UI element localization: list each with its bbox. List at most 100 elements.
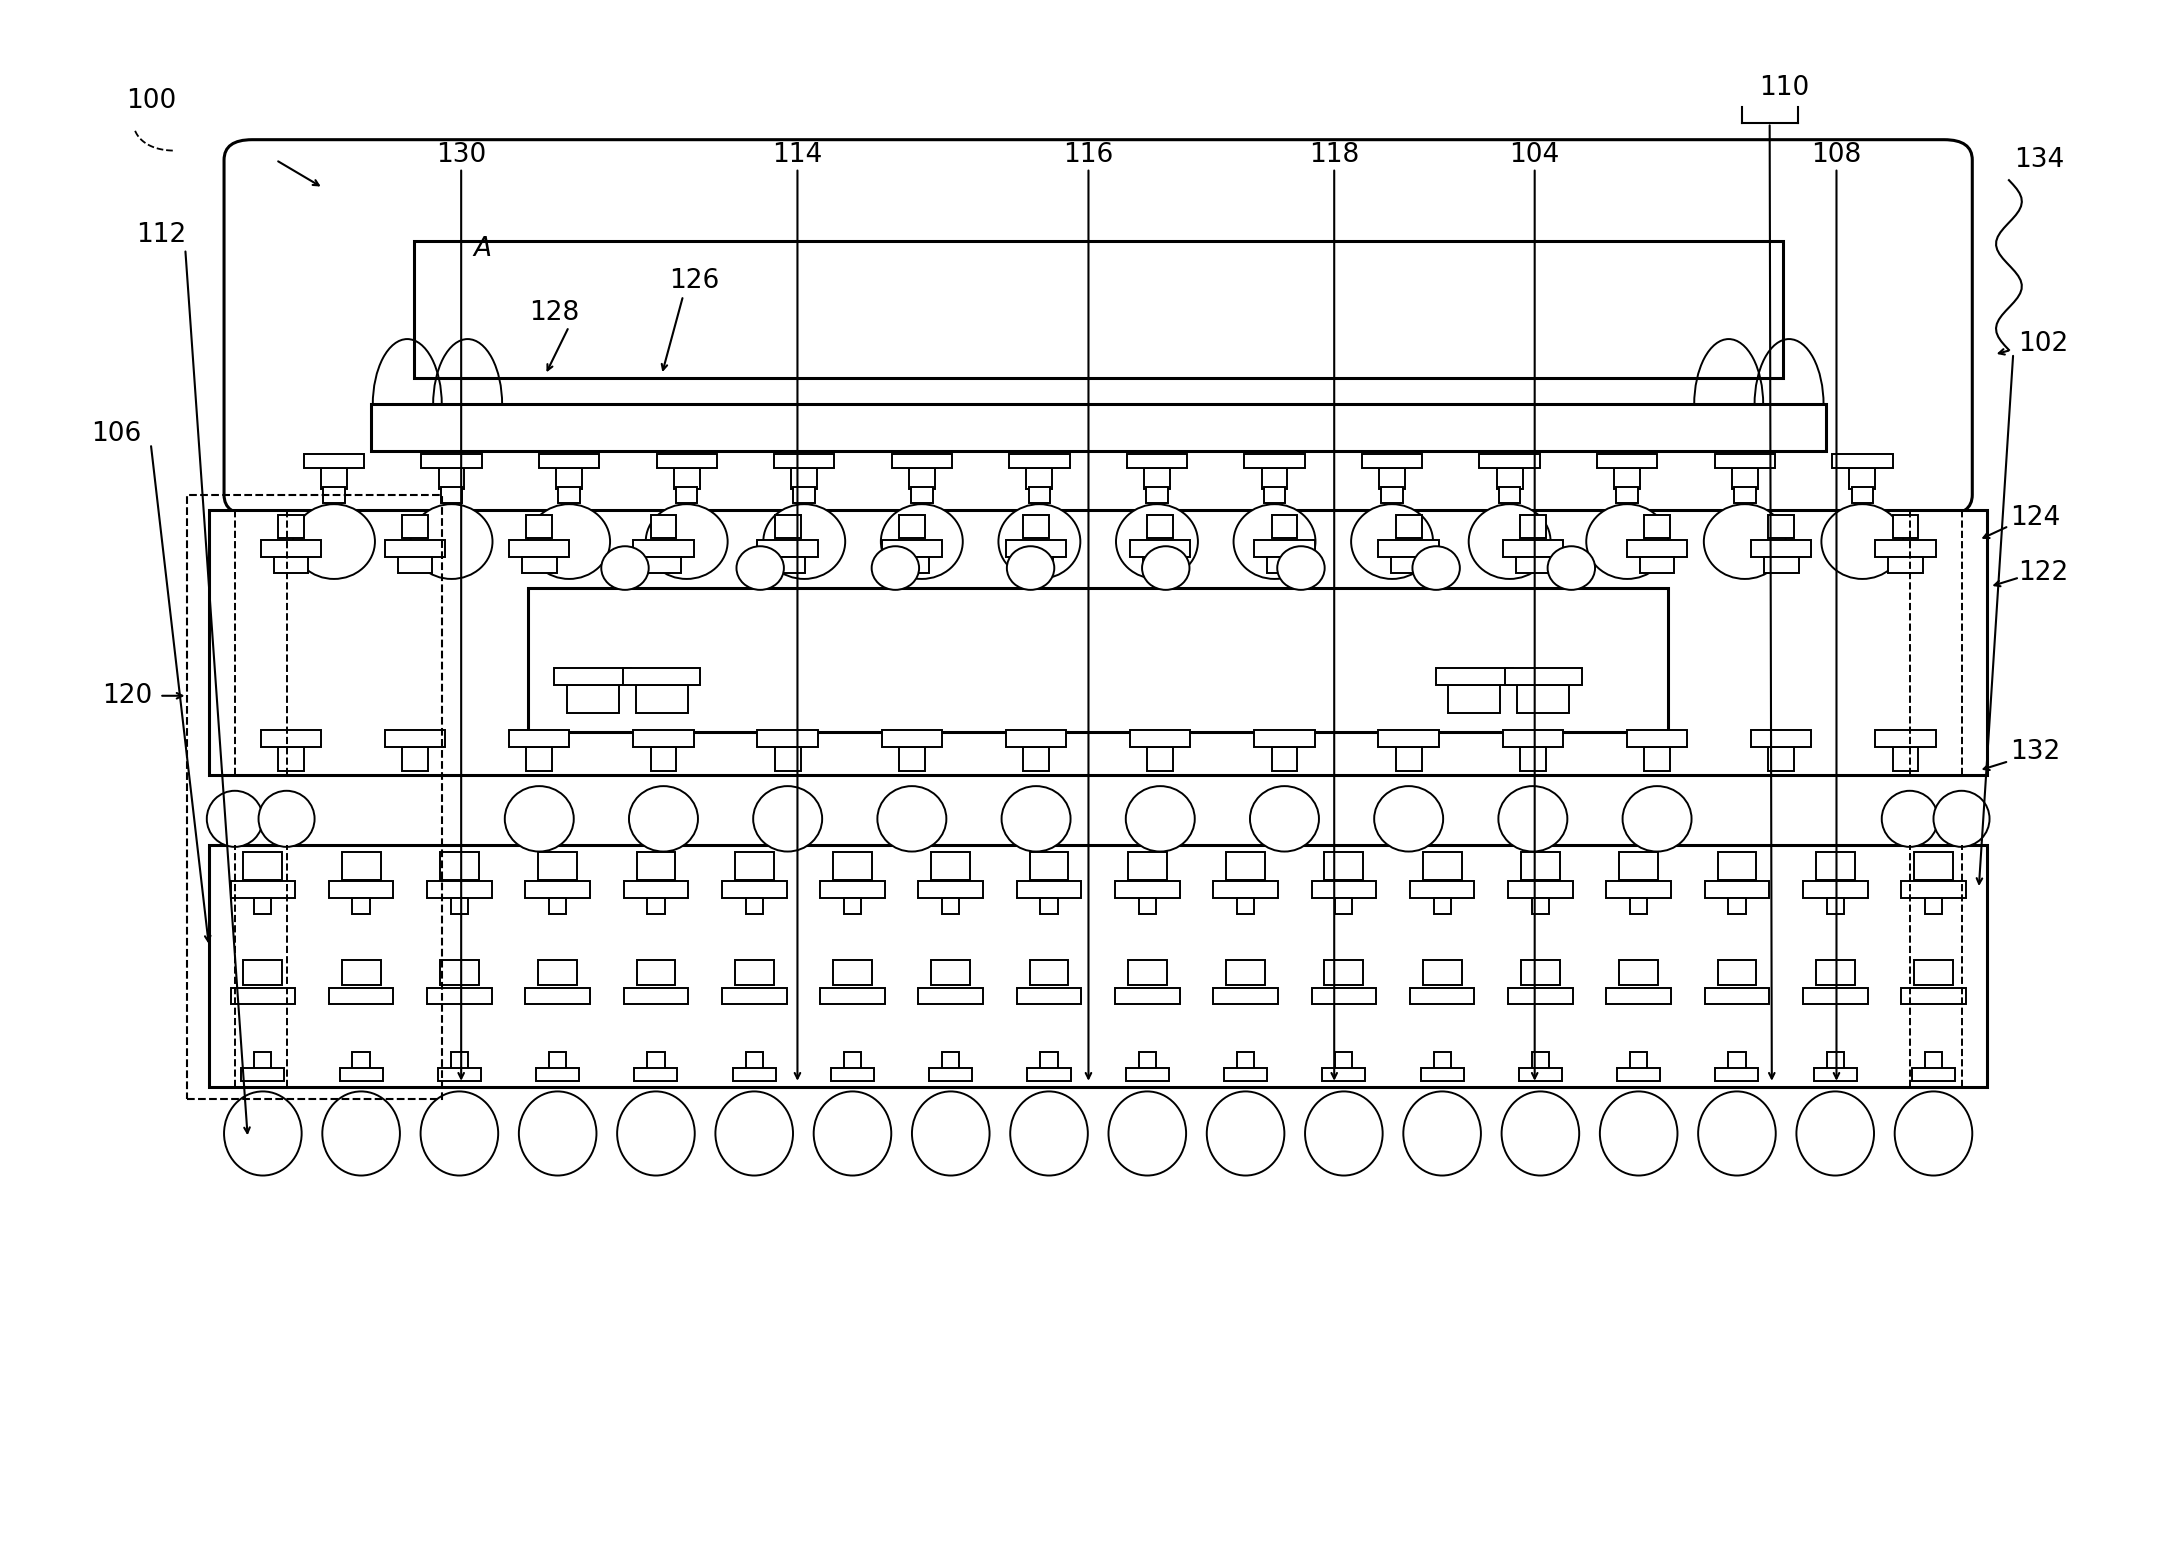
- Text: 128: 128: [528, 299, 580, 326]
- Bar: [898, 747, 924, 770]
- Bar: [1396, 747, 1422, 770]
- Ellipse shape: [1374, 786, 1443, 852]
- Bar: [747, 1052, 764, 1074]
- Ellipse shape: [1002, 786, 1071, 852]
- Ellipse shape: [1469, 504, 1552, 579]
- Ellipse shape: [602, 547, 649, 590]
- Ellipse shape: [736, 547, 783, 590]
- Bar: [329, 988, 394, 1004]
- Bar: [1902, 882, 1965, 899]
- Ellipse shape: [1932, 791, 1989, 847]
- Ellipse shape: [1277, 547, 1324, 590]
- Ellipse shape: [1586, 504, 1668, 579]
- Bar: [1008, 454, 1069, 468]
- Bar: [556, 468, 582, 489]
- Bar: [1147, 515, 1173, 539]
- Bar: [928, 1068, 972, 1081]
- Bar: [1041, 899, 1058, 915]
- Bar: [634, 540, 695, 557]
- Bar: [892, 454, 952, 468]
- Ellipse shape: [645, 504, 727, 579]
- Bar: [1147, 747, 1173, 770]
- Bar: [550, 1052, 567, 1074]
- Bar: [1127, 454, 1188, 468]
- Bar: [277, 747, 303, 770]
- Bar: [426, 988, 491, 1004]
- Bar: [833, 960, 872, 985]
- Text: 110: 110: [1759, 75, 1809, 102]
- Bar: [831, 1068, 874, 1081]
- Bar: [1433, 899, 1450, 915]
- Bar: [647, 899, 664, 915]
- Bar: [558, 487, 580, 503]
- Text: 114: 114: [773, 143, 822, 168]
- Ellipse shape: [1208, 1092, 1285, 1176]
- Bar: [941, 1052, 959, 1074]
- Ellipse shape: [876, 786, 946, 852]
- Bar: [1227, 960, 1266, 985]
- Bar: [1619, 960, 1658, 985]
- Bar: [1324, 960, 1363, 985]
- Bar: [1409, 988, 1474, 1004]
- Bar: [1629, 1052, 1647, 1074]
- Text: 108: 108: [1811, 143, 1861, 168]
- Bar: [1017, 882, 1082, 899]
- Bar: [775, 747, 801, 770]
- Text: 134: 134: [2015, 147, 2064, 172]
- Bar: [1714, 454, 1774, 468]
- Bar: [757, 540, 818, 557]
- Bar: [1902, 988, 1965, 1004]
- Bar: [242, 960, 281, 985]
- Ellipse shape: [258, 791, 314, 847]
- Bar: [437, 1068, 480, 1081]
- Bar: [792, 468, 818, 489]
- Bar: [1894, 747, 1919, 770]
- Bar: [1019, 557, 1054, 573]
- Bar: [1629, 899, 1647, 915]
- Bar: [1006, 730, 1067, 747]
- Bar: [820, 988, 885, 1004]
- Ellipse shape: [1402, 1092, 1480, 1176]
- Bar: [1803, 882, 1868, 899]
- Bar: [1272, 747, 1298, 770]
- Ellipse shape: [1251, 786, 1318, 852]
- Bar: [1006, 540, 1067, 557]
- Bar: [898, 515, 924, 539]
- Bar: [1826, 899, 1844, 915]
- Bar: [403, 515, 428, 539]
- Bar: [277, 515, 303, 539]
- Bar: [1627, 730, 1688, 747]
- Bar: [1420, 1068, 1463, 1081]
- Bar: [1852, 487, 1874, 503]
- Bar: [1751, 540, 1811, 557]
- Bar: [1915, 960, 1952, 985]
- Ellipse shape: [872, 547, 920, 590]
- Bar: [1889, 557, 1922, 573]
- Bar: [1532, 1052, 1549, 1074]
- Bar: [1504, 667, 1582, 684]
- Text: 112: 112: [136, 222, 186, 247]
- Text: 100: 100: [126, 88, 175, 114]
- Bar: [385, 540, 446, 557]
- FancyBboxPatch shape: [225, 139, 1971, 515]
- Bar: [1433, 1052, 1450, 1074]
- Bar: [526, 882, 591, 899]
- Bar: [1272, 515, 1298, 539]
- Bar: [1311, 882, 1376, 899]
- Bar: [1127, 960, 1166, 985]
- Bar: [1391, 557, 1426, 573]
- Text: A: A: [474, 236, 491, 262]
- Ellipse shape: [1117, 504, 1199, 579]
- Bar: [1028, 1068, 1071, 1081]
- Ellipse shape: [225, 1092, 301, 1176]
- Bar: [210, 846, 1987, 1087]
- Bar: [210, 511, 1987, 775]
- Ellipse shape: [1006, 547, 1054, 590]
- Text: 104: 104: [1510, 143, 1560, 168]
- Bar: [1617, 487, 1638, 503]
- Bar: [636, 852, 675, 880]
- Ellipse shape: [1305, 1092, 1383, 1176]
- Bar: [647, 557, 682, 573]
- Bar: [1114, 988, 1179, 1004]
- Bar: [1532, 899, 1549, 915]
